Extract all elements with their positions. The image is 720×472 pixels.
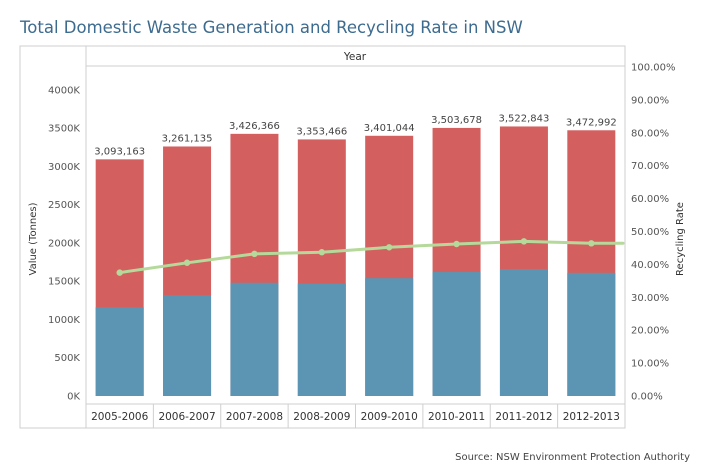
y2-tick-label: 90.00% [631, 95, 669, 106]
y-tick-label: 1500K [48, 277, 80, 288]
bar-value-label: 3,522,843 [498, 113, 549, 124]
y2-axis-label: Recycling Rate [675, 202, 686, 276]
recycled-bar [567, 272, 616, 396]
source-note: Source: NSW Environment Protection Autho… [455, 452, 690, 463]
recycling-rate-point [116, 269, 123, 276]
y2-tick-label: 10.00% [631, 359, 669, 370]
recycling-rate-point [183, 259, 191, 266]
chart-frame [19, 45, 626, 429]
chart-title: Total Domestic Waste Generation and Recy… [19, 18, 523, 37]
recycling-rate-point [318, 249, 326, 256]
y2-tick-label: 30.00% [631, 293, 669, 304]
recycled-bar [499, 268, 548, 396]
column-header: Year [343, 51, 367, 63]
x-tick-label: 2006-2007 [158, 411, 215, 423]
right-axis-ticks: 0.00% 10.00% 20.00% 30.00% 40.00% 50.00% 60.00… [631, 63, 676, 403]
y2-tick-label: 100.00% [631, 63, 676, 74]
recycled-bar [95, 307, 144, 396]
y-tick-label: 500K [54, 353, 80, 364]
recycling-rate-point [588, 240, 595, 247]
recycled-bar [365, 278, 414, 396]
recycled-bar [230, 282, 279, 396]
x-tick-label: 2011-2012 [495, 411, 552, 423]
x-tick-label: 2012-2013 [563, 411, 620, 423]
y2-tick-label: 20.00% [631, 326, 669, 337]
x-tick-label: 2008-2009 [293, 411, 350, 423]
left-axis-ticks: 0K 500K 1000K 1500K 2000K 2500K 3000K 3500K 4000… [48, 85, 80, 402]
y-axis-label: Value (Tonnes) [28, 202, 39, 275]
y-tick-label: 0K [67, 392, 80, 403]
x-tick-label: 2007-2008 [226, 411, 283, 423]
x-tick-label: 2005-2006 [91, 411, 149, 423]
recycling-rate-line [116, 238, 625, 276]
y2-tick-label: 70.00% [631, 161, 669, 172]
recycling-rate-point [453, 240, 460, 248]
x-tick-label: 2010-2011 [428, 411, 485, 423]
bar-value-label: 3,401,044 [364, 123, 415, 134]
y-tick-label: 1000K [48, 315, 80, 326]
data-labels: 3,093,163 3,261,135 3,426,366 3,353,466 3,40… [94, 113, 617, 157]
bars [95, 126, 616, 397]
bar-value-label: 3,093,163 [94, 146, 145, 157]
y2-tick-label: 50.00% [631, 227, 669, 238]
recycled-bar [297, 283, 346, 396]
x-tick-label: 2009-2010 [361, 411, 418, 423]
recycling-rate-point [385, 244, 393, 251]
recycling-rate-point [520, 238, 528, 245]
bar-value-label: 3,472,992 [566, 117, 617, 128]
y2-tick-label: 40.00% [631, 260, 669, 271]
y-tick-label: 4000K [48, 85, 80, 96]
y2-tick-label: 60.00% [631, 194, 669, 205]
recycling-rate-point [251, 250, 258, 258]
recycled-bar [163, 295, 212, 396]
y2-tick-label: 0.00% [631, 392, 663, 403]
x-axis-categories: 2005-2006 2006-2007 2007-2008 2008-2009 2009… [91, 411, 620, 423]
recycled-bar [432, 272, 481, 396]
bar-value-label: 3,261,135 [162, 133, 213, 144]
y-tick-label: 3500K [48, 124, 80, 135]
y-tick-label: 2000K [48, 238, 80, 249]
bar-value-label: 3,503,678 [431, 115, 482, 126]
y-tick-label: 3000K [48, 162, 80, 173]
bar-value-label: 3,426,366 [229, 121, 280, 132]
bar-value-label: 3,353,466 [296, 126, 347, 137]
y2-tick-label: 80.00% [631, 128, 669, 139]
y-tick-label: 2500K [48, 200, 80, 211]
